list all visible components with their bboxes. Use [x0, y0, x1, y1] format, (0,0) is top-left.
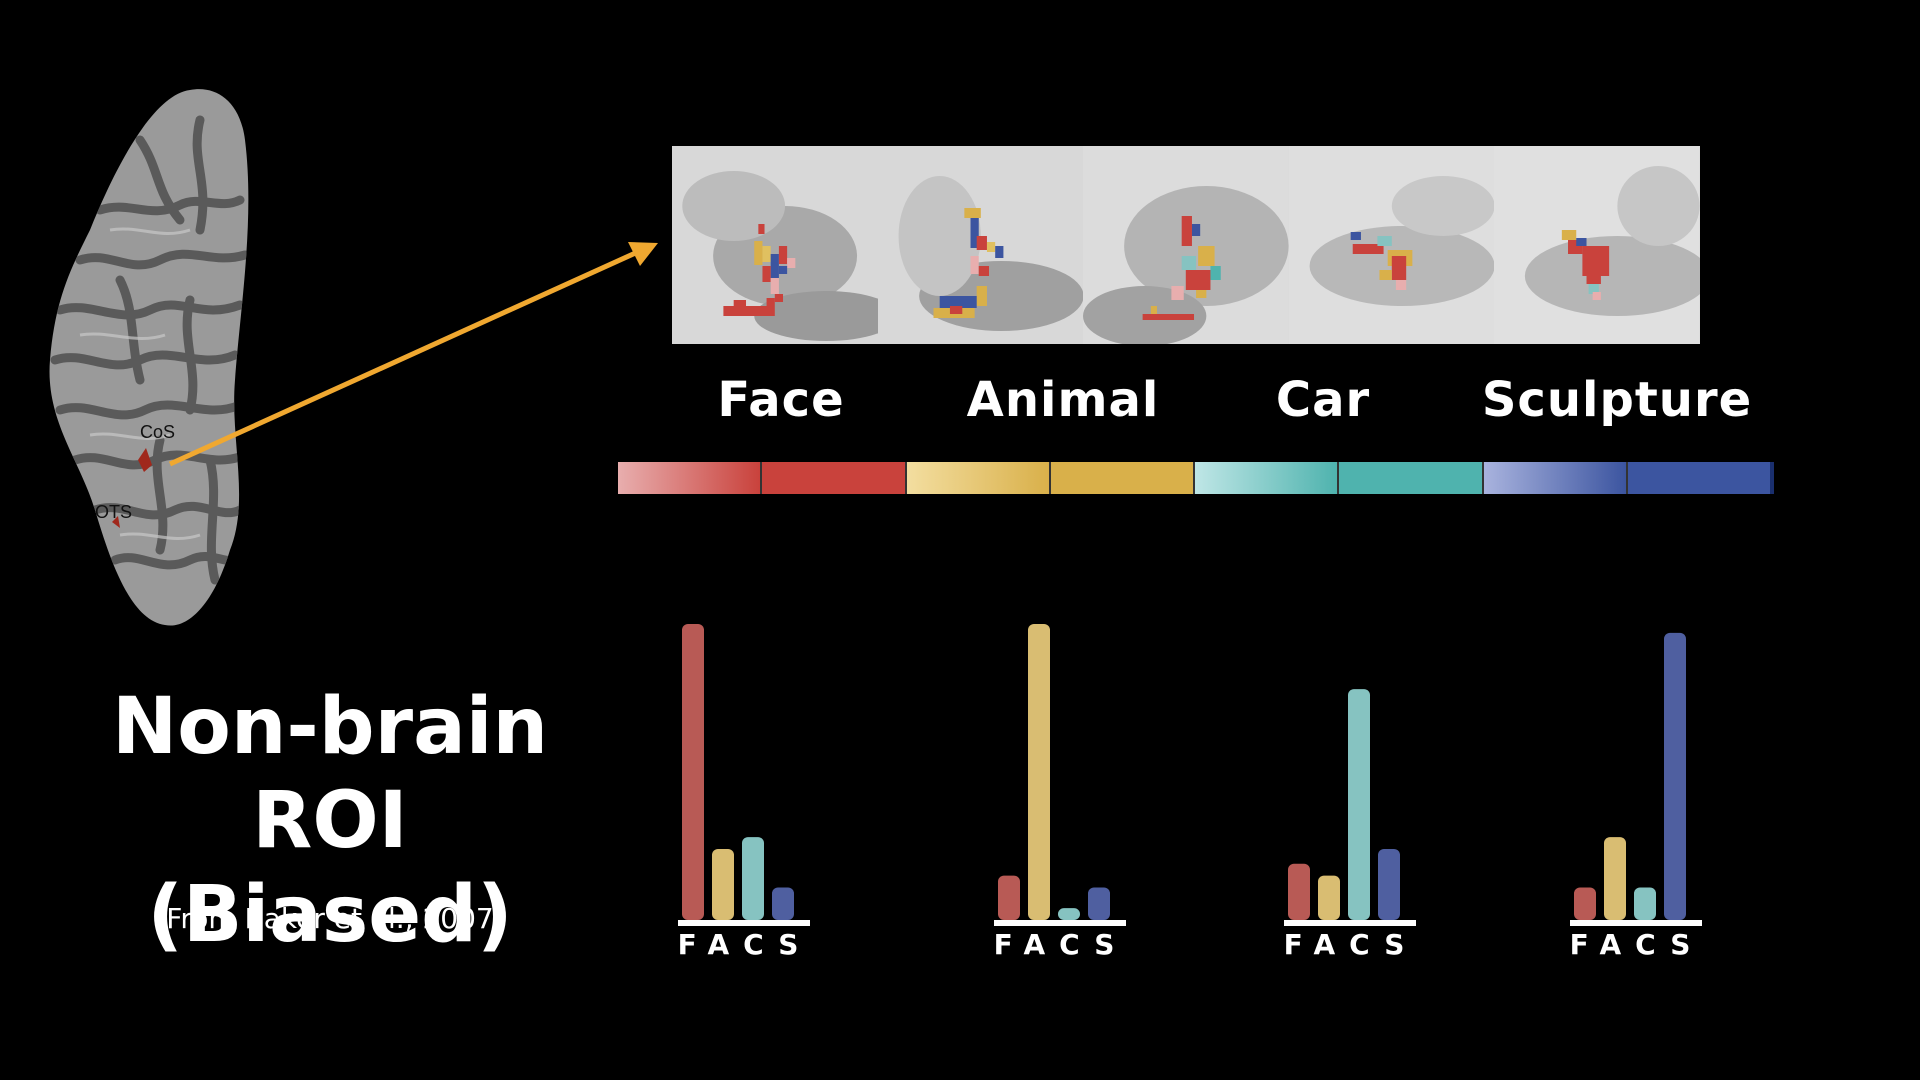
cos-label: CoS [140, 422, 175, 442]
bar-c-chart-3 [1348, 689, 1370, 920]
colorbar-segment [618, 462, 763, 494]
brain-flatmap: CoS OTS [49, 89, 249, 626]
colorbar-segment [1050, 462, 1195, 494]
bar-chart-axis-1 [678, 920, 810, 926]
bar-f-chart-4 [1574, 887, 1596, 920]
bar-s-chart-1 [772, 887, 794, 920]
category-label-animal: Animal [966, 372, 1160, 428]
fmri-scan-strip [672, 146, 1700, 344]
category-colorbar [618, 462, 1774, 494]
bar-a-chart-2 [1028, 624, 1050, 920]
bar-chart-ticks-4: FACS [1569, 928, 1705, 961]
slide-title: Non-brain ROI (Biased) [60, 680, 600, 962]
bar-c-chart-4 [1634, 887, 1656, 920]
bar-chart-axis-2 [994, 920, 1126, 926]
category-label-face: Face [717, 372, 845, 428]
bar-a-chart-3 [1318, 875, 1340, 920]
title-line-1: Non-brain [112, 682, 548, 772]
colorbar-segment [906, 462, 1051, 494]
scan-panel-animal [877, 146, 1084, 344]
colorbar-segment [1627, 462, 1774, 494]
ots-label: OTS [95, 502, 132, 522]
colorbar-segment [1195, 462, 1340, 494]
bar-s-chart-3 [1378, 848, 1400, 920]
bar-chart-ticks-2: FACS [993, 928, 1129, 961]
category-label-car: Car [1275, 372, 1371, 428]
bar-a-chart-4 [1604, 837, 1626, 920]
bar-chart-ticks-1: FACS [677, 928, 813, 961]
colorbar-segment [1339, 462, 1484, 494]
bar-chart-ticks-3: FACS [1283, 928, 1419, 961]
colorbar-segment [1483, 462, 1628, 494]
title-line-2: ROI (Biased) [147, 776, 513, 960]
scan-panel-face [672, 146, 878, 344]
bar-chart-axis-3 [1284, 920, 1416, 926]
bar-s-chart-2 [1088, 887, 1110, 920]
colorbar-segment [762, 462, 907, 494]
bar-s-chart-4 [1664, 632, 1686, 920]
bar-f-chart-1 [682, 624, 704, 920]
bar-a-chart-1 [712, 848, 734, 920]
citation: From Baker et al., 2007 [166, 902, 494, 935]
category-label-sculpture: Sculpture [1481, 372, 1753, 428]
scan-panel-extra [1494, 146, 1700, 344]
bar-f-chart-3 [1288, 863, 1310, 920]
bar-f-chart-2 [998, 875, 1020, 920]
bar-chart-axis-4 [1570, 920, 1702, 926]
scan-panel-car [1083, 146, 1289, 344]
bar-c-chart-2 [1058, 908, 1080, 920]
scan-panel-sculpture [1288, 146, 1495, 344]
bar-c-chart-1 [742, 837, 764, 920]
